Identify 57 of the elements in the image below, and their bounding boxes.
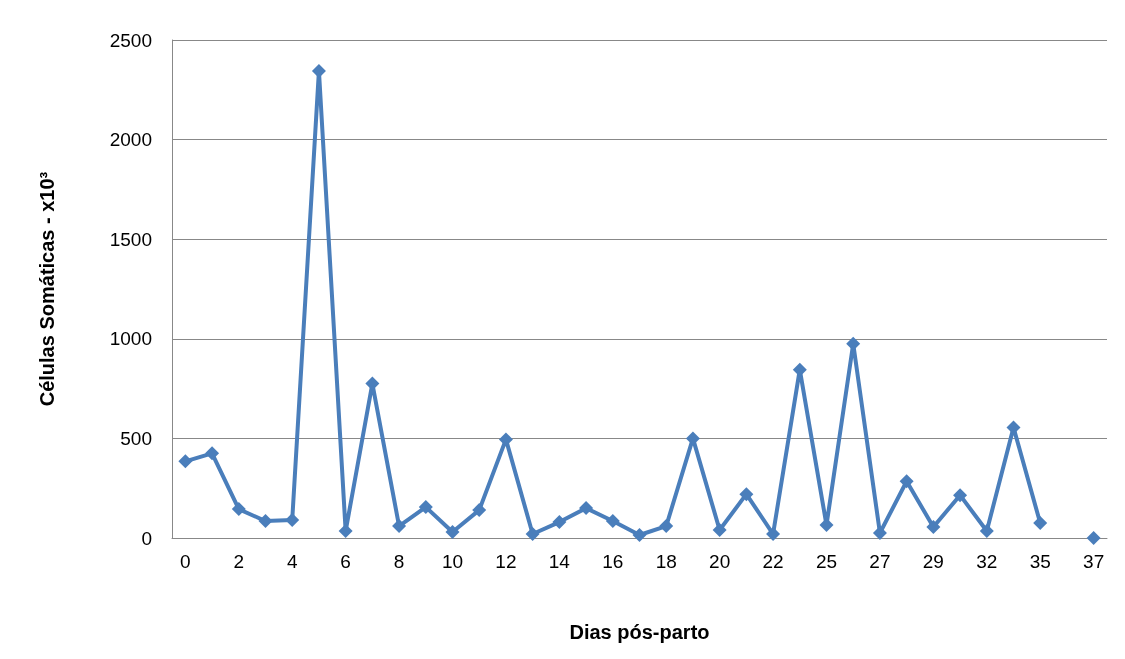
y-tick-label: 0 <box>141 527 152 549</box>
point <box>819 518 834 533</box>
x-tick-label: 16 <box>602 551 624 572</box>
x-tick-label: 10 <box>441 551 464 572</box>
point <box>392 519 407 534</box>
point <box>338 524 353 539</box>
point <box>311 63 326 78</box>
point <box>605 514 620 529</box>
point <box>846 336 861 351</box>
point <box>899 474 914 489</box>
point <box>285 513 300 528</box>
point <box>926 520 941 535</box>
point <box>258 514 273 529</box>
point <box>418 500 433 515</box>
point <box>472 503 487 518</box>
point <box>231 502 246 517</box>
x-tick-label: 18 <box>655 551 677 572</box>
point <box>632 528 647 543</box>
point <box>579 501 594 516</box>
y-tick-label: 2500 <box>109 29 152 51</box>
x-tick-label: 37 <box>1083 551 1105 572</box>
x-tick-label: 35 <box>1029 551 1051 572</box>
y-tick-label: 1000 <box>109 328 152 350</box>
point <box>1033 516 1048 531</box>
x-tick-label: 25 <box>815 551 838 572</box>
point <box>739 487 754 502</box>
point <box>552 515 567 530</box>
x-tick-label: 6 <box>340 551 351 572</box>
point <box>445 525 460 540</box>
point <box>953 488 968 503</box>
x-tick-label: 20 <box>709 551 731 572</box>
point <box>1086 531 1101 545</box>
y-tick-label: 500 <box>120 427 152 449</box>
x-tick-label: 0 <box>180 551 191 572</box>
point <box>712 523 727 538</box>
point <box>979 524 994 539</box>
x-tick-label: 8 <box>393 551 405 572</box>
x-axis-title: Dias pós-parto <box>569 621 710 643</box>
point <box>205 446 220 461</box>
y-tick-label: 2000 <box>109 129 152 151</box>
x-tick-label: 22 <box>762 551 784 572</box>
point <box>178 454 193 469</box>
x-tick-label: 27 <box>869 551 891 572</box>
x-tick-label: 4 <box>286 551 298 572</box>
point <box>766 527 781 542</box>
point <box>659 519 674 534</box>
x-tick-label: 29 <box>922 551 944 572</box>
point <box>792 362 807 377</box>
x-tick-label: 2 <box>233 551 245 572</box>
x-tick-label: 12 <box>495 551 517 572</box>
point <box>498 432 513 447</box>
y-axis-title: Células Somáticas - x10³ <box>36 171 58 407</box>
point <box>872 526 887 541</box>
x-tick-label: 32 <box>976 551 998 572</box>
x-tick-label: 14 <box>548 551 571 572</box>
y-tick-label: 1500 <box>109 228 152 250</box>
point <box>525 527 540 542</box>
